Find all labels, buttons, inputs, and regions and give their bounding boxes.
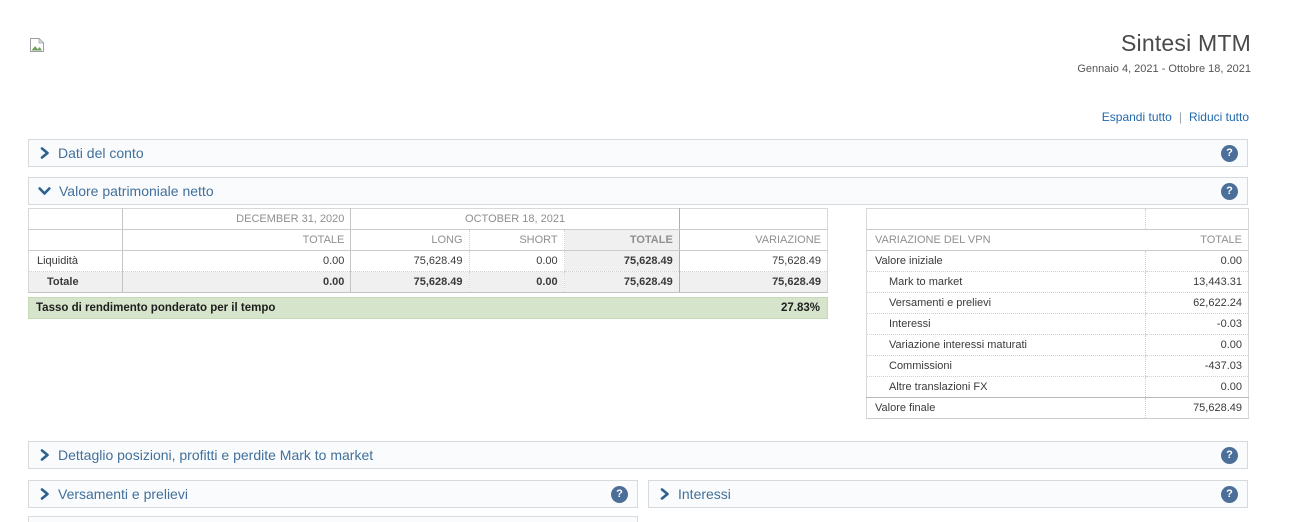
controls-separator: |	[1178, 110, 1182, 124]
cell-short: 0.00	[468, 271, 565, 293]
cell-variazione: 75,628.49	[678, 250, 828, 272]
empty-cell	[678, 208, 828, 230]
time-weighted-return-row: Tasso di rendimento ponderato per il tem…	[28, 297, 828, 319]
group-header-october: OCTOBER 18, 2021	[350, 208, 680, 230]
cell-long: 75,628.49	[350, 250, 470, 272]
twr-value: 27.83%	[780, 302, 820, 314]
col-header-totale: TOTALE	[1145, 229, 1249, 251]
help-icon[interactable]: ?	[1221, 485, 1238, 503]
empty-cell	[28, 229, 123, 251]
table-column-header-row: TOTALE LONG SHORT TOTALE VARIAZIONE	[28, 229, 828, 251]
table-column-header-row: VARIAZIONE DEL VPN TOTALE	[866, 229, 1249, 251]
section-header-versamenti-e-prelievi[interactable]: Versamenti e prelievi ?	[28, 480, 638, 508]
report-content: Dati del conto ? Valore patrimoniale net…	[28, 139, 1249, 522]
help-icon[interactable]: ?	[1221, 182, 1238, 200]
col-header-variazione: VARIAZIONE	[678, 229, 828, 251]
table-row-versamenti-e-prelievi: Versamenti e prelievi 62,622.24	[866, 292, 1249, 314]
section-header-dettaglio-posizioni[interactable]: Dettaglio posizioni, profitti e perdite …	[28, 441, 1248, 469]
cell-dec-totale: 0.00	[122, 250, 351, 272]
table-empty-header-row	[866, 208, 1249, 230]
table-row-valore-finale: Valore finale 75,628.49	[866, 397, 1249, 419]
col-header-variazione-vpn: VARIAZIONE DEL VPN	[866, 229, 1146, 251]
table-row-liquidita: Liquidità 0.00 75,628.49 0.00 75,628.49 …	[28, 250, 828, 272]
row-value: 0.00	[1145, 376, 1249, 398]
row-label: Mark to market	[866, 271, 1146, 293]
table-row-variazione-interessi-maturati: Variazione interessi maturati 0.00	[866, 334, 1249, 356]
row-value: 0.00	[1145, 250, 1249, 272]
table-row-valore-iniziale: Valore iniziale 0.00	[866, 250, 1249, 272]
row-value: -437.03	[1145, 355, 1249, 377]
empty-cell	[1145, 208, 1249, 230]
help-icon[interactable]: ?	[1221, 144, 1238, 162]
vpn-variation-table: VARIAZIONE DEL VPN TOTALE Valore inizial…	[866, 208, 1249, 419]
section-header-valore-patrimoniale-netto[interactable]: Valore patrimoniale netto ?	[28, 177, 1248, 205]
expand-collapse-controls: Espandi tutto | Riduci tutto	[1102, 110, 1249, 124]
row-label: Variazione interessi maturati	[866, 334, 1146, 356]
row-label: Interessi	[866, 313, 1146, 335]
table-group-header-row: DECEMBER 31, 2020 OCTOBER 18, 2021	[28, 208, 828, 230]
vpn-variation-block: VARIAZIONE DEL VPN TOTALE Valore inizial…	[866, 208, 1249, 419]
chevron-down-icon	[38, 185, 51, 197]
cell-variazione: 75,628.49	[678, 271, 828, 293]
section-header-dati-del-conto[interactable]: Dati del conto ?	[28, 139, 1248, 167]
table-row-interessi: Interessi -0.03	[866, 313, 1249, 335]
section-title: Dettaglio posizioni, profitti e perdite …	[58, 447, 374, 463]
row-label: Altre translazioni FX	[866, 376, 1146, 398]
empty-cell	[866, 208, 1146, 230]
cell-short: 0.00	[468, 250, 565, 272]
row-value: 13,443.31	[1145, 271, 1249, 293]
section-title: Valore patrimoniale netto	[59, 183, 214, 199]
cell-totale: 75,628.49	[563, 250, 680, 272]
date-range: Gennaio 4, 2021 - Ottobre 18, 2021	[1077, 63, 1251, 75]
page-title: Sintesi MTM	[1121, 30, 1251, 56]
col-header-long: LONG	[350, 229, 470, 251]
row-label: Versamenti e prelievi	[866, 292, 1146, 314]
table-row-totale: Totale 0.00 75,628.49 0.00 75,628.49 75,…	[28, 271, 828, 293]
table-row-mark-to-market: Mark to market 13,443.31	[866, 271, 1249, 293]
row-label: Valore iniziale	[866, 250, 1146, 272]
row-value: 75,628.49	[1145, 397, 1249, 419]
report-title-block: Sintesi MTM Gennaio 4, 2021 - Ottobre 18…	[1077, 30, 1251, 75]
broken-image-icon	[28, 36, 46, 54]
help-icon[interactable]: ?	[1221, 446, 1238, 464]
net-asset-table: DECEMBER 31, 2020 OCTOBER 18, 2021 TOTAL…	[28, 208, 828, 293]
col-header-totale: TOTALE	[563, 229, 680, 251]
chevron-right-icon	[38, 488, 50, 500]
row-label: Commissioni	[866, 355, 1146, 377]
cell-totale: 75,628.49	[563, 271, 680, 293]
section-title: Dati del conto	[58, 145, 144, 161]
row-value: 0.00	[1145, 334, 1249, 356]
expand-all-link[interactable]: Espandi tutto	[1101, 110, 1172, 124]
chevron-right-icon	[38, 147, 50, 159]
section-header-interessi[interactable]: Interessi ?	[648, 480, 1248, 508]
row-label: Liquidità	[28, 250, 123, 272]
col-header-short: SHORT	[468, 229, 565, 251]
row-value: -0.03	[1145, 313, 1249, 335]
partial-section-panel[interactable]	[28, 516, 638, 522]
group-header-december: DECEMBER 31, 2020	[122, 208, 351, 230]
twr-label: Tasso di rendimento ponderato per il tem…	[36, 302, 276, 314]
section-title: Interessi	[678, 486, 731, 502]
bottom-sections-row: Versamenti e prelievi ? Interessi ?	[28, 480, 1248, 508]
help-icon[interactable]: ?	[611, 485, 628, 503]
row-label: Totale	[28, 271, 123, 293]
cell-dec-totale: 0.00	[122, 271, 351, 293]
table-row-commissioni: Commissioni -437.03	[866, 355, 1249, 377]
empty-cell	[28, 208, 123, 230]
cell-long: 75,628.49	[350, 271, 470, 293]
col-header-dec-totale: TOTALE	[122, 229, 351, 251]
net-asset-table-block: DECEMBER 31, 2020 OCTOBER 18, 2021 TOTAL…	[28, 208, 828, 319]
table-row-altre-translazioni-fx: Altre translazioni FX 0.00	[866, 376, 1249, 398]
row-label: Valore finale	[866, 397, 1146, 419]
chevron-right-icon	[38, 449, 50, 461]
section-title: Versamenti e prelievi	[58, 486, 188, 502]
collapse-all-link[interactable]: Riduci tutto	[1188, 110, 1249, 124]
row-value: 62,622.24	[1145, 292, 1249, 314]
net-asset-value-section: DECEMBER 31, 2020 OCTOBER 18, 2021 TOTAL…	[28, 208, 1249, 419]
chevron-right-icon	[658, 488, 670, 500]
